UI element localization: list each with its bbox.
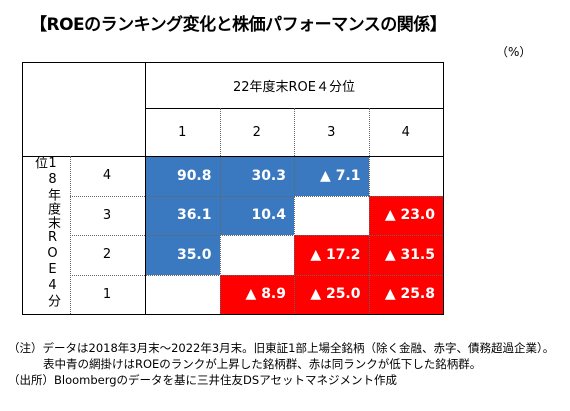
row-header-separator xyxy=(145,62,146,314)
row-header: 4 xyxy=(102,168,112,184)
table-cell xyxy=(220,235,295,275)
table-cell xyxy=(145,275,220,315)
column-divider xyxy=(294,108,295,314)
header-body-separator xyxy=(22,156,443,157)
row-header: 2 xyxy=(102,247,112,263)
column-header: 3 xyxy=(327,124,336,140)
table-cell: 35.0 xyxy=(145,235,220,275)
table-cell: ▲ 25.0 xyxy=(294,274,369,314)
table-border-bottom xyxy=(22,314,444,315)
table-cell: ▲ 31.5 xyxy=(368,235,443,275)
row-header: 3 xyxy=(102,207,112,223)
column-header: 1 xyxy=(178,124,187,140)
row-divider xyxy=(70,195,443,197)
row-header: 1 xyxy=(102,286,112,302)
row-divider xyxy=(70,274,443,276)
table-cell: 30.3 xyxy=(219,156,294,196)
table-border-left xyxy=(22,62,23,314)
column-divider xyxy=(219,108,221,314)
column-axis-header: 22年度末ROE４分位 xyxy=(232,79,356,95)
chart-title: 【ROEのランキング変化と株価パフォーマンスの関係】 xyxy=(30,15,447,35)
table-cell: ▲ 23.0 xyxy=(368,195,443,235)
column-header: 2 xyxy=(252,124,261,140)
unit-label: （%） xyxy=(496,45,532,59)
table-cell: 90.8 xyxy=(145,156,220,196)
row-divider xyxy=(70,235,443,236)
column-divider xyxy=(368,108,370,314)
table-border-right xyxy=(443,62,444,315)
table-cell: ▲ 17.2 xyxy=(294,235,369,275)
table-cell: ▲ 25.8 xyxy=(368,274,443,314)
note-line-1: （注）データは2018年3月末～2022年3月末。旧東証1部上場全銘柄（除く金融… xyxy=(8,341,555,355)
source-line: （出所）Bloombergのデータを基に三井住友DSアセットマネジメント作成 xyxy=(8,373,397,387)
table-cell xyxy=(294,196,369,236)
note-line-2: 表中青の網掛けはROEのランクが上昇した銘柄群、赤は同ランクが低下した銘柄群。 xyxy=(43,357,482,371)
table-cell: 10.4 xyxy=(219,195,294,235)
row-axis-header: 18年度末ROE4分位 xyxy=(32,156,60,308)
table-cell xyxy=(369,156,444,196)
table-border-top xyxy=(22,62,444,63)
table-cell: ▲ 8.9 xyxy=(219,274,294,314)
table-cell: 36.1 xyxy=(145,195,220,235)
column-header: 4 xyxy=(401,124,410,140)
row-label-divider xyxy=(70,156,71,314)
table-cell: ▲ 7.1 xyxy=(294,156,369,196)
